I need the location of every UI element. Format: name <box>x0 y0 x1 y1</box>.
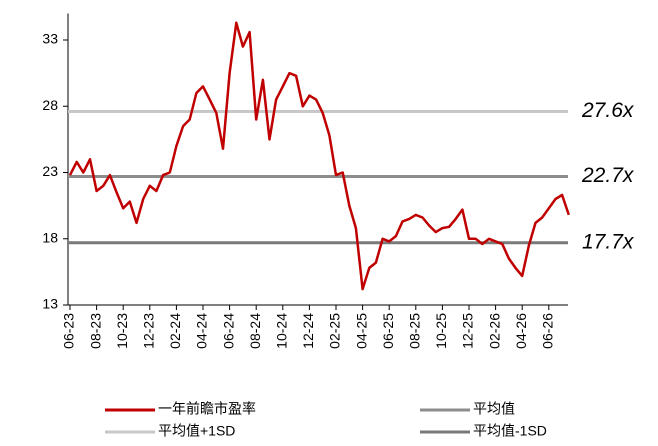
x-tick-label: 04-26 <box>513 313 529 349</box>
x-tick-label: 02-24 <box>167 313 183 349</box>
legend-label: 平均值-1SD <box>473 423 547 439</box>
x-tick-label: 08-24 <box>247 313 263 349</box>
y-tick-label: 23 <box>42 163 58 179</box>
x-tick-label: 06-24 <box>220 313 236 349</box>
y-tick-label: 13 <box>42 296 58 312</box>
x-tick-label: 08-23 <box>87 313 103 349</box>
legend-label: 平均值+1SD <box>158 423 235 439</box>
y-tick-label: 28 <box>42 97 58 113</box>
x-tick-label: 02-25 <box>327 313 343 349</box>
legend-label: 一年前瞻市盈率 <box>158 401 256 417</box>
x-tick-label: 06-26 <box>540 313 556 349</box>
x-tick-label: 12-24 <box>300 313 316 349</box>
x-tick-label: 10-25 <box>433 313 449 349</box>
x-tick-label: 10-23 <box>114 313 130 349</box>
legend-label: 平均值 <box>473 401 515 417</box>
x-tick-label: 06-23 <box>61 313 77 349</box>
data-line <box>68 21 570 291</box>
y-tick-label: 18 <box>42 229 58 245</box>
x-tick-label: 04-25 <box>353 313 369 349</box>
x-tick-label: 06-25 <box>380 313 396 349</box>
x-tick-label: 10-24 <box>274 313 290 349</box>
reference-label: 17.7x <box>582 230 635 253</box>
x-tick-label: 12-23 <box>141 313 157 349</box>
x-tick-label: 04-24 <box>194 313 210 349</box>
reference-label: 22.7x <box>581 164 635 187</box>
x-tick-label: 12-25 <box>460 313 476 349</box>
x-tick-label: 08-25 <box>407 313 423 349</box>
y-tick-label: 33 <box>42 31 58 47</box>
reference-label: 27.6x <box>581 99 635 122</box>
x-tick-label: 02-26 <box>486 313 502 349</box>
